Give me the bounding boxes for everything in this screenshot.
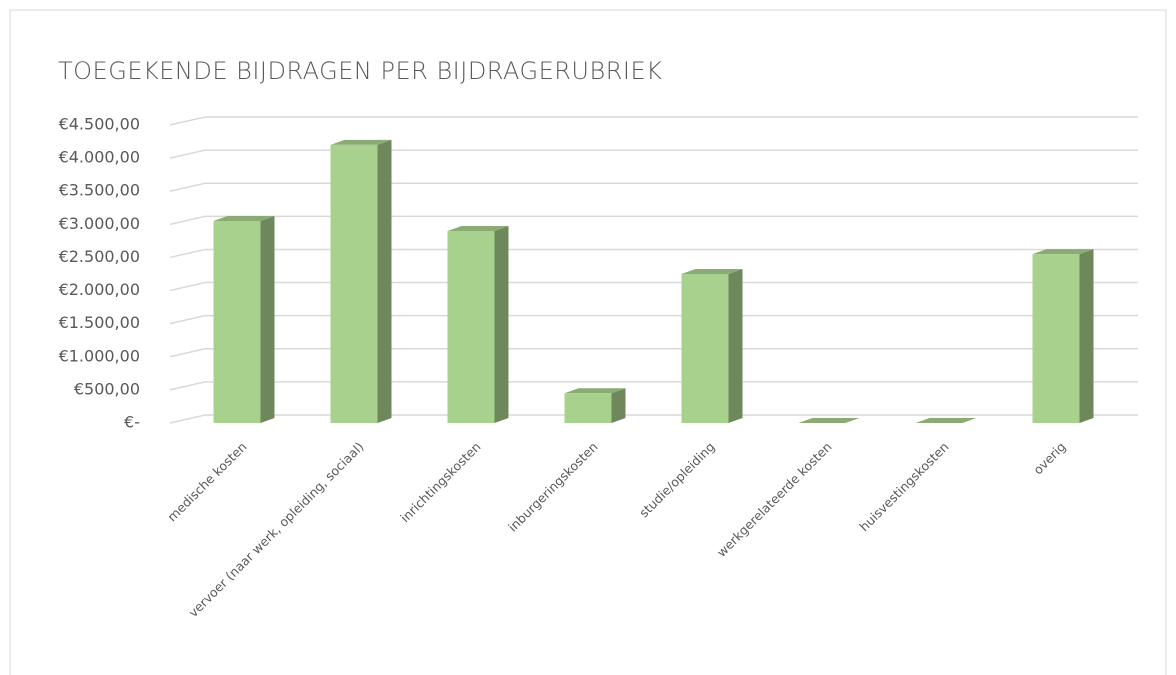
y-tick-label: €2.500,00 bbox=[59, 247, 140, 266]
grid-line bbox=[169, 116, 1138, 126]
bar bbox=[564, 388, 626, 423]
bar-front bbox=[213, 221, 261, 423]
chart-border bbox=[9, 9, 1167, 675]
grid-line bbox=[169, 414, 1138, 424]
y-tick-label: €1.500,00 bbox=[59, 313, 140, 332]
bar bbox=[681, 269, 743, 423]
bar bbox=[213, 216, 275, 423]
y-tick-label: €4.000,00 bbox=[59, 148, 140, 167]
bar-top bbox=[1032, 249, 1094, 255]
grid-line bbox=[169, 348, 1138, 358]
bar-front bbox=[447, 230, 495, 423]
grid-line bbox=[169, 314, 1138, 325]
grid-line bbox=[169, 248, 1138, 259]
grid-line bbox=[169, 281, 1138, 292]
y-tick-label: €2.000,00 bbox=[59, 280, 140, 299]
bar bbox=[798, 418, 860, 423]
bar bbox=[330, 139, 392, 423]
bar-side bbox=[377, 139, 392, 423]
bar bbox=[447, 225, 509, 423]
bar-side bbox=[260, 216, 275, 423]
grid-line bbox=[169, 381, 1138, 391]
bar-side bbox=[728, 269, 743, 423]
y-tick-label: €3.000,00 bbox=[59, 214, 140, 233]
y-tick-label: €4.500,00 bbox=[59, 115, 140, 134]
bar-top bbox=[213, 216, 275, 222]
bar-front bbox=[1032, 254, 1080, 423]
bar-side bbox=[1079, 249, 1094, 423]
bar bbox=[915, 418, 977, 423]
bar-front bbox=[681, 274, 729, 423]
bar-top bbox=[915, 418, 977, 423]
bar-side bbox=[611, 388, 626, 423]
bar-top bbox=[447, 225, 509, 231]
bar bbox=[1032, 249, 1094, 423]
y-tick-label: €1.000,00 bbox=[59, 346, 140, 365]
chart-title: TOEGEKENDE BIJDRAGEN PER BIJDRAGERUBRIEK bbox=[58, 57, 662, 85]
grid-line bbox=[169, 215, 1138, 226]
bar-front bbox=[564, 393, 612, 423]
grid-line bbox=[169, 149, 1138, 159]
bar-top bbox=[798, 418, 860, 423]
grid-line bbox=[169, 182, 1138, 192]
bar-top bbox=[564, 388, 626, 394]
bar-side bbox=[494, 225, 509, 423]
y-tick-label: €3.500,00 bbox=[59, 181, 140, 200]
y-tick-label: €- bbox=[124, 413, 140, 432]
bar-top bbox=[681, 269, 743, 274]
y-tick-label: €500,00 bbox=[74, 379, 140, 398]
bar-front bbox=[330, 144, 378, 423]
bar-top bbox=[330, 139, 392, 145]
